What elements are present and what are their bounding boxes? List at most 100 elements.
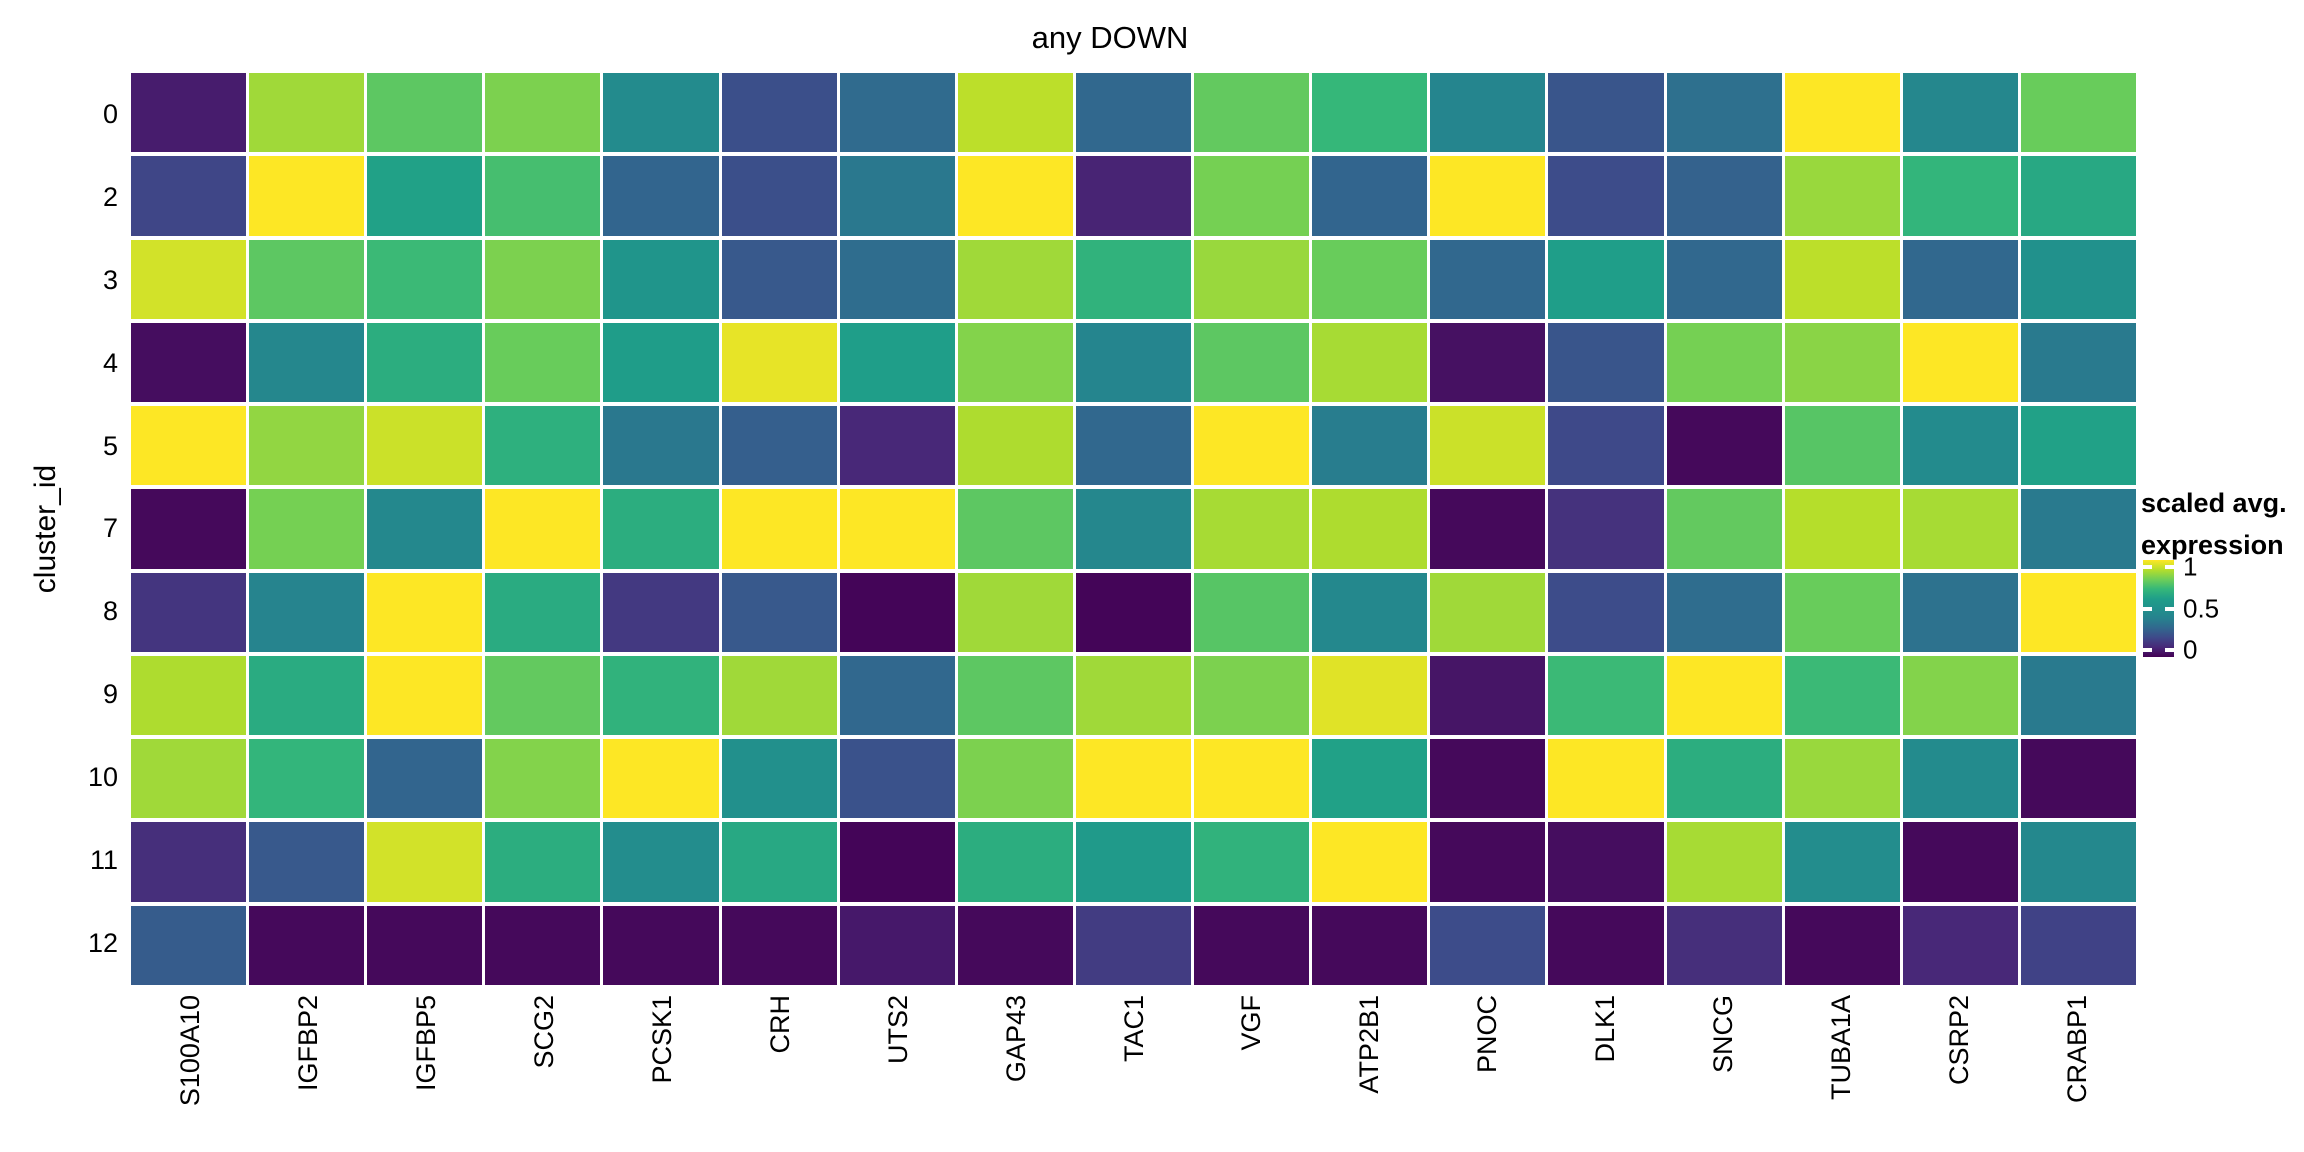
heatmap-cell [1312,156,1428,236]
heatmap-cell [1784,239,1900,319]
heatmap-cell [485,572,601,652]
x-tick-label: ATP2B1 [1354,995,1385,1094]
heatmap-cell [249,739,365,819]
legend-tick-dash [2143,564,2152,569]
x-tick-label: PNOC [1472,995,1503,1074]
heatmap-cell [1902,239,2018,319]
heatmap-cell [131,739,247,819]
x-tick-label: CSRP2 [1944,995,1975,1086]
heatmap-cell [1075,572,1192,652]
heatmap-cell [1666,73,1782,153]
heatmap-cell [485,905,601,985]
heatmap-cell [1430,406,1546,486]
heatmap-cell [1902,322,2018,403]
heatmap-cell [1548,905,1664,985]
heatmap-cell [249,905,365,985]
heatmap-cell [485,489,601,569]
heatmap-cell [839,905,955,985]
heatmap-cell [721,822,837,902]
y-tick-label: 11 [89,845,118,876]
heatmap-cell [1784,905,1900,985]
heatmap-cell [721,156,837,236]
heatmap-cell [1666,739,1782,819]
legend-tick-dash [2165,564,2174,569]
heatmap-cell [603,905,719,985]
y-tick-label: 5 [102,430,118,461]
y-tick-label: 9 [102,679,118,710]
heatmap-cell [131,489,247,569]
heatmap-cell [839,73,955,153]
heatmap-cell [1312,239,1428,319]
heatmap-cell [1430,239,1546,319]
heatmap-cell [957,322,1073,403]
heatmap-cell [721,572,837,652]
heatmap-cell [1430,572,1546,652]
heatmap-cell [1902,156,2018,236]
heatmap-cell [603,739,719,819]
heatmap-cell [1312,406,1428,486]
heatmap-cell [1784,156,1900,236]
heatmap-cell [1194,822,1310,902]
y-tick-label: 12 [87,928,118,959]
heatmap-cell [131,239,247,319]
heatmap-cell [1548,406,1664,486]
heatmap-cell [1430,822,1546,902]
heatmap-cell [1784,322,1900,403]
x-axis-tick-labels: S100A10 IGFBP2 IGFBP5 SCG2 PCSK1 CRH UTS2 GAP43… [131,995,2136,1152]
heatmap-cell [1194,406,1310,486]
heatmap-cell [1902,905,2018,985]
heatmap-cell [367,739,483,819]
heatmap-cell [1075,905,1192,985]
heatmap-cell [131,322,247,403]
heatmap-cell [131,822,247,902]
heatmap-cell [1666,822,1782,902]
heatmap-cell [721,239,837,319]
heatmap-cell [2020,655,2136,736]
heatmap-cell [839,572,955,652]
heatmap-cell [957,156,1073,236]
legend-tick-dash [2143,648,2152,653]
heatmap-cell [1312,739,1428,819]
heatmap-cell [839,822,955,902]
heatmap-cell [1075,239,1192,319]
x-tick-label: GAP43 [1000,995,1031,1083]
heatmap-cell [1194,489,1310,569]
y-tick-label: 10 [87,762,118,793]
heatmap-cell [839,322,955,403]
x-tick-label: UTS2 [882,995,913,1065]
heatmap-cell [249,489,365,569]
heatmap-cell [1194,905,1310,985]
heatmap-cell [2020,73,2136,153]
heatmap-cell [249,239,365,319]
heatmap-cell [721,739,837,819]
heatmap-cell [603,655,719,736]
heatmap-cell [367,322,483,403]
y-tick-label: 3 [102,264,118,295]
legend-tick-dash [2143,606,2152,611]
heatmap-cell [1430,655,1546,736]
heatmap-cell [1430,905,1546,985]
y-tick-label: 2 [102,181,118,212]
legend-tick-dash [2165,648,2174,653]
heatmap-cell [485,156,601,236]
heatmap-cell [957,489,1073,569]
heatmap-cell [485,739,601,819]
heatmap-cell [1666,489,1782,569]
heatmap-cell [1312,822,1428,902]
legend-tick-dash [2165,606,2174,611]
heatmap-cell [1312,489,1428,569]
heatmap-cell [603,822,719,902]
y-tick-label: 0 [102,98,118,129]
heatmap-cell [1784,406,1900,486]
heatmap-cell [1312,73,1428,153]
heatmap-cell [1902,572,2018,652]
heatmap-cell [485,322,601,403]
x-tick-label: S100A10 [174,995,205,1107]
heatmap-cell [367,489,483,569]
plot-title: any DOWN [1031,20,1189,55]
heatmap-cell [1902,739,2018,819]
heatmap-cell [1430,489,1546,569]
heatmap-cell [367,156,483,236]
heatmap-cell [131,73,247,153]
